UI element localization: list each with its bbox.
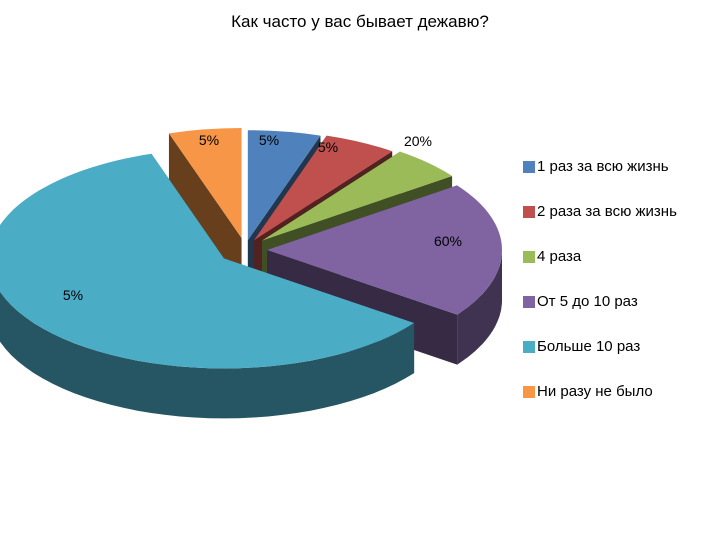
- legend-label-0: 1 раз за всю жизнь: [537, 158, 669, 175]
- legend-item-3: От 5 до 10 раз: [523, 293, 677, 338]
- legend-swatch-4: [523, 341, 535, 353]
- data-label-0: 5%: [199, 132, 219, 148]
- slice-3: [267, 185, 502, 315]
- legend-item-1: 2 раза за всю жизнь: [523, 203, 677, 248]
- legend-label-4: Больше 10 раз: [537, 338, 641, 355]
- slice-4: [0, 153, 415, 369]
- pie-tops: [0, 128, 502, 369]
- slice-0: [247, 130, 321, 241]
- legend-item-4: Больше 10 раз: [523, 338, 677, 383]
- legend-item-2: 4 раза: [523, 248, 677, 293]
- legend-item-0: 1 раз за всю жизнь: [523, 158, 677, 203]
- legend-label-2: 4 раза: [537, 248, 582, 265]
- chart-title: Как часто у вас бывает дежавю?: [231, 12, 489, 31]
- slice-5: [168, 128, 242, 239]
- legend-swatch-5: [523, 386, 535, 398]
- legend-swatch-2: [523, 251, 535, 263]
- legend-swatch-3: [523, 296, 535, 308]
- data-label-4: 60%: [434, 233, 462, 249]
- data-label-3: 20%: [404, 133, 432, 149]
- slice-rim-3: [457, 250, 502, 365]
- legend: 1 раз за всю жизнь 2 раза за всю жизнь 4 р…: [523, 158, 677, 428]
- slice-1: [254, 135, 393, 241]
- data-label-5: 5%: [63, 287, 83, 303]
- slice-2: [261, 151, 453, 241]
- slice-wall-5-0: [168, 133, 242, 289]
- legend-label-1: 2 раза за всю жизнь: [537, 203, 677, 220]
- legend-swatch-0: [523, 161, 535, 173]
- pie-data-labels: 5% 5% 5% 20% 60% 5%: [63, 132, 462, 303]
- legend-item-5: Ни разу не было: [523, 383, 677, 428]
- data-label-2: 5%: [318, 139, 338, 155]
- data-label-1: 5%: [259, 132, 279, 148]
- legend-label-3: От 5 до 10 раз: [537, 293, 638, 310]
- slice-rim-4: [0, 291, 415, 419]
- legend-label-5: Ни разу не было: [537, 383, 653, 400]
- legend-swatch-1: [523, 206, 535, 218]
